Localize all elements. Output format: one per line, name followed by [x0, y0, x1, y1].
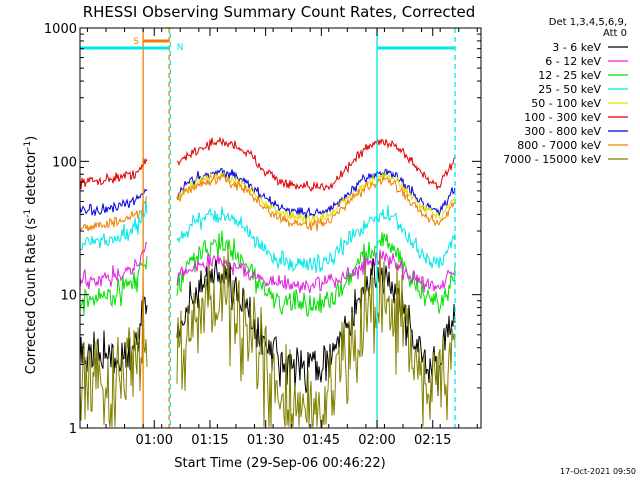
legend-label: 12 - 25 keV [538, 69, 601, 82]
legend-header: Att 0 [603, 28, 627, 39]
x-tick-label: 01:00 [136, 433, 173, 448]
chart-title: RHESSI Observing Summary Count Rates, Co… [83, 3, 476, 21]
legend-label: 800 - 7000 keV [517, 139, 601, 152]
legend-label: 100 - 300 keV [524, 111, 601, 124]
plot-frame [79, 27, 482, 429]
y-axis-label: Corrected Count Rate (s-1 detector-1) [23, 136, 39, 374]
curve-7000-15000-kev-seg1 [80, 276, 148, 427]
y-tick-label: 1 [69, 422, 77, 437]
x-tick-label: 01:45 [303, 433, 340, 448]
legend-label: 7000 - 15000 keV [503, 153, 601, 166]
curve-300-800-kev-seg2 [176, 167, 456, 220]
legend-label: 6 - 12 keV [545, 55, 601, 68]
legend-label: 25 - 50 keV [538, 83, 601, 96]
legend-label: 3 - 6 keV [552, 41, 601, 54]
x-tick-label: 02:00 [358, 433, 395, 448]
curve-25-50-kev-seg1 [80, 200, 148, 251]
legend-header: Det 1,3,4,5,6,9, [549, 17, 627, 28]
curve-50-100-kev-seg1 [176, 170, 456, 227]
x-axis-label: Start Time (29-Sep-06 00:46:22) [174, 456, 385, 471]
x-tick-label: 02:15 [414, 433, 451, 448]
curve-7000-15000-kev-seg2 [176, 246, 456, 428]
y-tick-label: 10 [60, 289, 77, 304]
x-tick-label: 01:30 [247, 433, 284, 448]
curve-12-25-kev-seg1 [80, 256, 148, 315]
curve-300-800-kev-seg1 [80, 188, 148, 216]
svg-text:Corrected Count Rate (s-1 dete: Corrected Count Rate (s-1 detector-1) [23, 136, 39, 374]
y-tick-label: 100 [52, 155, 77, 170]
x-tick-label: 01:15 [191, 433, 228, 448]
night-label: N [177, 43, 184, 53]
saa-label: S [133, 37, 139, 47]
curve-800-7000-kev-seg2 [176, 174, 456, 232]
y-tick-label: 1000 [44, 22, 77, 37]
legend-label: 50 - 100 keV [531, 97, 601, 110]
curve-100-300-kev-seg2 [176, 136, 456, 193]
timestamp: 17-Oct-2021 09:50 [560, 467, 636, 476]
orbit-annotations: SN [80, 28, 456, 428]
curve-800-7000-kev-seg1 [80, 195, 148, 232]
curve-6-12-kev-seg1 [80, 241, 148, 290]
plot-axes: 01:00 01:15 01:30 01:45 02:00 02:15 1 10 100 1000 [44, 22, 482, 448]
legend-label: 300 - 800 keV [524, 125, 601, 138]
curve-100-300-kev-seg1 [80, 157, 148, 190]
curve-25-50-kev-seg2 [176, 205, 456, 273]
data-curves [80, 136, 456, 428]
